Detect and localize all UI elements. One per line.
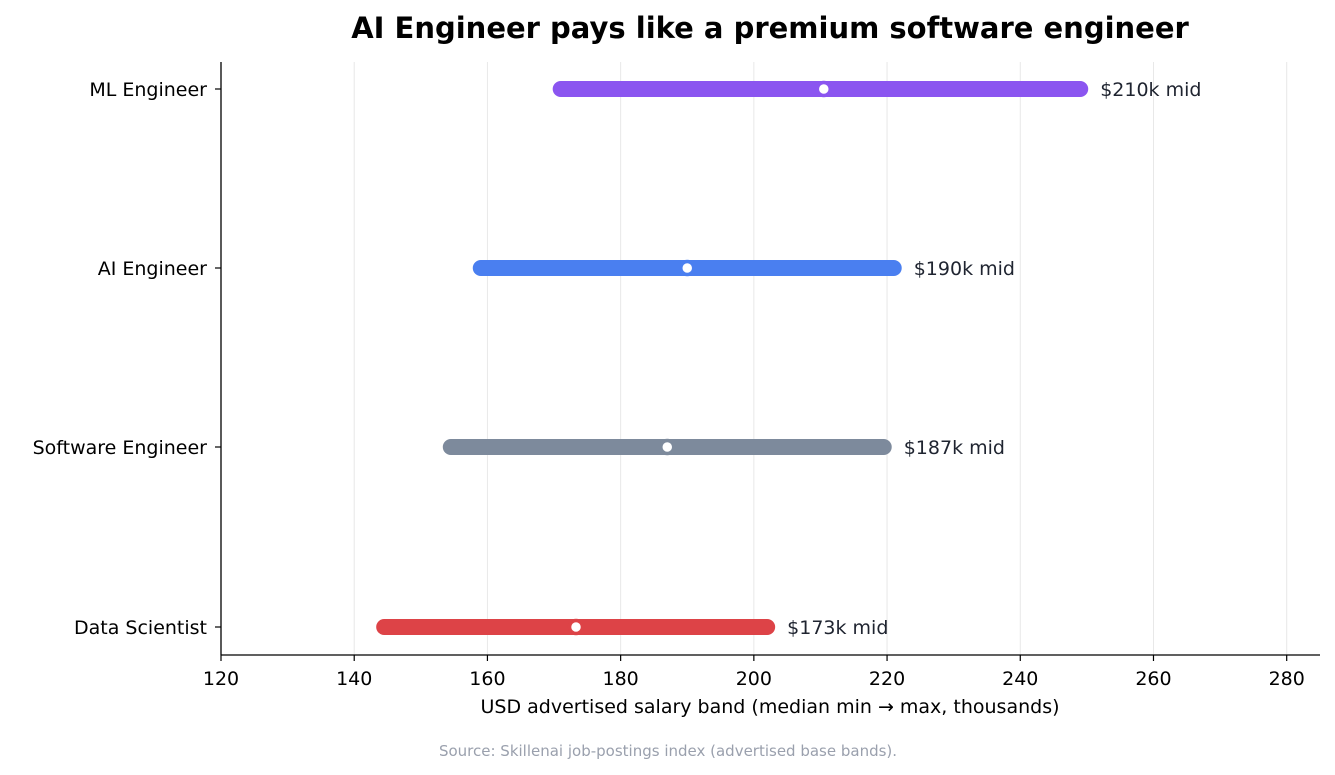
x-tick-label: 200: [736, 668, 772, 690]
mid-label: $190k mid: [914, 258, 1015, 280]
chart-title: AI Engineer pays like a premium software…: [351, 11, 1189, 45]
y-tick-label: ML Engineer: [89, 79, 207, 101]
gridlines: [353, 62, 1288, 655]
mid-label: $187k mid: [904, 437, 1005, 459]
y-tick-label: AI Engineer: [98, 258, 207, 280]
source-note: Source: Skillenai job-postings index (ad…: [439, 742, 897, 760]
y-tick-label: Data Scientist: [74, 617, 207, 639]
x-tick-label: 240: [1002, 668, 1038, 690]
median-marker: [567, 618, 585, 636]
x-tick-label: 160: [469, 668, 505, 690]
x-tick-label: 140: [336, 668, 372, 690]
range-bars: $210k mid $190k mid $187k mid $173k mid: [376, 79, 1201, 639]
mid-label: $210k mid: [1100, 79, 1201, 101]
x-tick-label: 280: [1269, 668, 1305, 690]
median-marker: [659, 438, 676, 456]
x-tick-label: 220: [869, 668, 905, 690]
axes: [220, 62, 1320, 656]
x-ticks: 120 140 160 180 200 220 240 260 280: [203, 655, 1305, 690]
y-tick-label: Software Engineer: [33, 437, 208, 459]
x-tick-label: 120: [203, 668, 239, 690]
mid-label: $173k mid: [787, 617, 888, 639]
median-marker: [678, 259, 696, 277]
x-tick-label: 180: [603, 668, 639, 690]
median-marker: [815, 80, 833, 98]
x-tick-label: 260: [1135, 668, 1171, 690]
y-ticks: ML Engineer AI Engineer Software Engineer D…: [33, 79, 221, 639]
x-axis-label: USD advertised salary band (median min →…: [481, 696, 1060, 718]
